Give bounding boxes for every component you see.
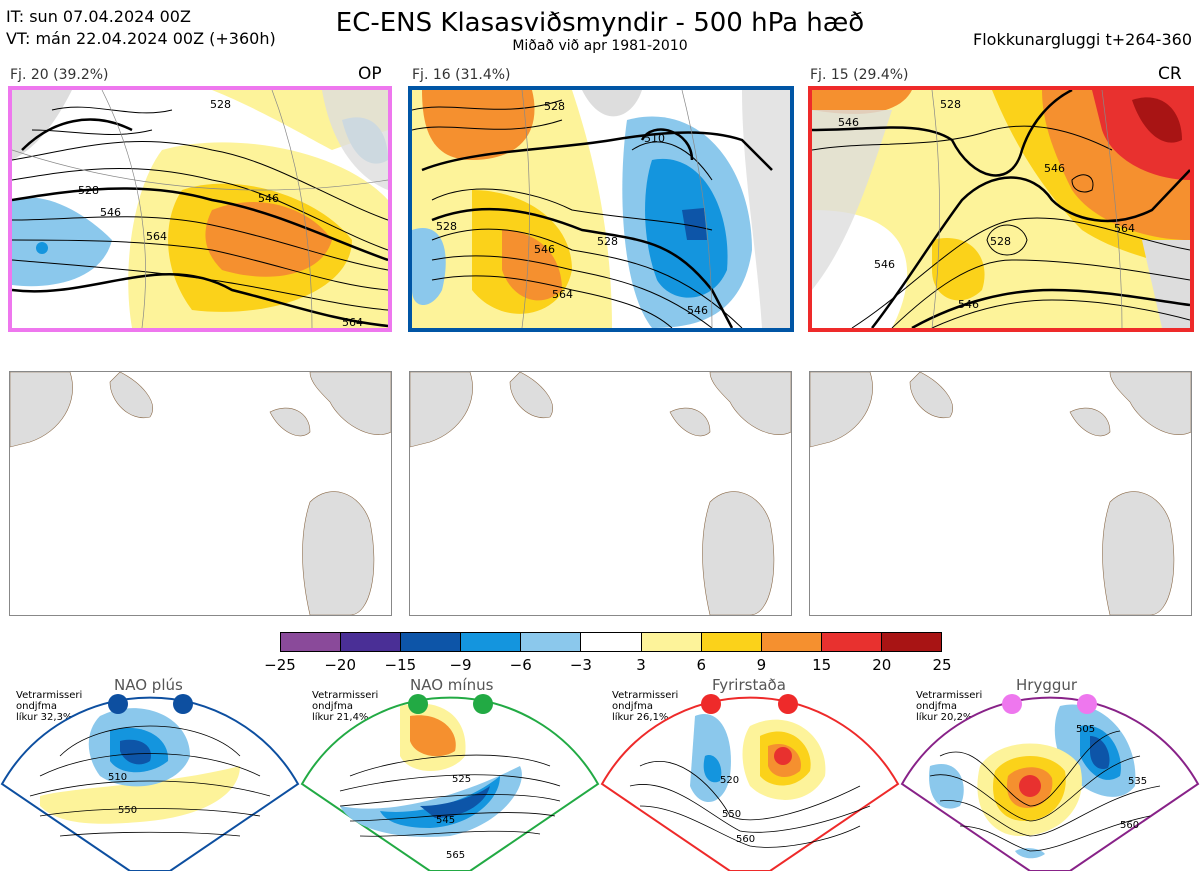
regime-blocking: Fyrirstaða Vetrarmisseri ondjfma líkur 2… [600,676,900,871]
regime-contour-label: 525 [452,774,471,785]
colorbar-swatch [881,633,942,651]
colorbar-tick-label: 9 [756,656,767,674]
colorbar-tick-label: 20 [872,656,892,674]
regime-contour-label: 560 [1120,820,1139,831]
colorbar-tick-label: −25 [264,656,296,674]
colorbar-tick-label: −15 [384,656,417,674]
cluster-map-2: 528 510 528 546 564 546 528 [408,86,794,332]
regime-nao-minus: NAO mínus Vetrarmisseri ondjfma líkur 21… [300,676,600,871]
valid-time: VT: mán 22.04.2024 00Z (+360h) [6,29,276,48]
initial-time: IT: sun 07.04.2024 00Z [6,7,191,26]
regime-title: Hryggur [1016,676,1078,694]
regime-ridge: Hryggur Vetrarmisseri ondjfma líkur 20,2… [900,676,1200,871]
cluster-3-contour-label: 564 [1114,222,1135,235]
cluster-2-label: Fj. 16 (31.4%) [412,67,511,83]
header-info: IT: sun 07.04.2024 00Z VT: mán 22.04.202… [6,6,276,50]
cluster-map-1-svg: 528 546 564 528 546 564 [12,90,388,328]
colorbar-swatch [341,633,402,651]
regime-note: Vetrarmisseri ondjfma líkur 26,1% [612,690,679,723]
colorbar-swatch [701,633,762,651]
regime-blocking-map: 520 550 560 [600,694,900,871]
cluster-3-contour-label: 546 [838,116,859,129]
basemap-2 [409,371,792,616]
regime-title: NAO mínus [410,676,494,694]
regime-nao-minus-map: 525 545 565 [300,694,600,871]
colorbar-tick-label: −20 [324,656,356,674]
cluster-3-tag: CR [1158,64,1182,84]
cluster-1-contour-label: 546 [100,206,121,219]
classification-window: Flokkunargluggi t+264-360 [973,30,1192,49]
colorbar-swatch [521,633,582,651]
cluster-1-contour-label: 564 [342,316,363,328]
basemap-3 [809,371,1192,616]
regime-title: Fyrirstaða [712,676,786,694]
colorbar-swatch [461,633,522,651]
regime-note: Vetrarmisseri ondjfma líkur 20,2% [916,690,983,723]
colorbar-tick-label: 3 [636,656,646,674]
colorbar [280,632,942,652]
cluster-2-contour-label: 546 [687,304,708,317]
basemap-2-svg [409,371,792,616]
page-title: EC-ENS Klasasviðsmyndir - 500 hPa hæð [335,8,865,38]
basemap-1-svg [9,371,392,616]
cluster-3-label: Fj. 15 (29.4%) [810,67,909,83]
basemap-3-svg [809,371,1192,616]
regime-note: Vetrarmisseri ondjfma líkur 21,4% [312,690,379,723]
colorbar-swatch [641,633,702,651]
regime-contour-label: 550 [722,809,741,820]
colorbar-swatch [401,633,462,651]
colorbar-tick-label: −6 [509,656,532,674]
cluster-map-3-svg: 528 546 546 528 546 564 546 [812,90,1190,328]
cluster-1-contour-label: 564 [146,230,167,243]
cluster-3-contour-label: 528 [990,235,1011,248]
regime-contour-label: 560 [736,834,755,845]
cluster-2-contour-label: 510 [644,132,665,145]
basemap-1 [9,371,392,616]
cluster-map-2-svg: 528 510 528 546 564 546 528 [412,90,790,328]
cluster-2-contour-label: 528 [544,100,565,113]
cluster-2-contour-label: 546 [534,243,555,256]
colorbar-swatch [281,633,342,651]
regime-nao-plus-map: 510 550 [0,694,300,871]
cluster-1-tag: OP [358,64,382,84]
regime-title: NAO plús [114,676,183,694]
cluster-3-contour-label: 546 [874,258,895,271]
colorbar-swatch [581,633,642,651]
cluster-map-1: 528 546 564 528 546 564 [8,86,392,332]
colorbar-tick-label: −9 [449,656,472,674]
regime-contour-label: 510 [108,772,127,783]
colorbar-tick-label: 25 [932,656,952,674]
colorbar-tick-label: 6 [696,656,707,674]
cluster-2-contour-label: 528 [597,235,618,248]
cluster-3-contour-label: 546 [958,298,979,311]
colorbar-tick-label: −3 [569,656,592,674]
cluster-1-label: Fj. 20 (39.2%) [10,67,109,83]
regime-ridge-map: 505 535 560 [900,694,1200,871]
cluster-2-contour-label: 564 [552,288,573,301]
cluster-1-contour-label: 528 [210,98,231,111]
regime-contour-label: 505 [1076,724,1095,735]
cluster-3-contour-label: 528 [940,98,961,111]
regime-contour-label: 565 [446,850,465,861]
cluster-3-contour-label: 546 [1044,162,1065,175]
regime-contour-label: 520 [720,775,739,786]
colorbar-tick-label: 15 [812,656,832,674]
regime-contour-label: 545 [436,815,455,826]
regime-nao-plus: NAO plús Vetrarmisseri ondjfma líkur 32,… [0,676,300,871]
colorbar-swatch [821,633,882,651]
cluster-1-contour-label: 528 [78,184,99,197]
cluster-2-contour-label: 528 [436,220,457,233]
cluster-map-3: 528 546 546 528 546 564 546 [808,86,1194,332]
regime-contour-label: 550 [118,805,137,816]
regime-contour-label: 535 [1128,776,1147,787]
regime-note: Vetrarmisseri ondjfma líkur 32,3% [16,690,83,723]
page-subtitle: Miðað við apr 1981-2010 [512,38,688,54]
colorbar-swatch [761,633,822,651]
cluster-1-contour-label: 546 [258,192,279,205]
